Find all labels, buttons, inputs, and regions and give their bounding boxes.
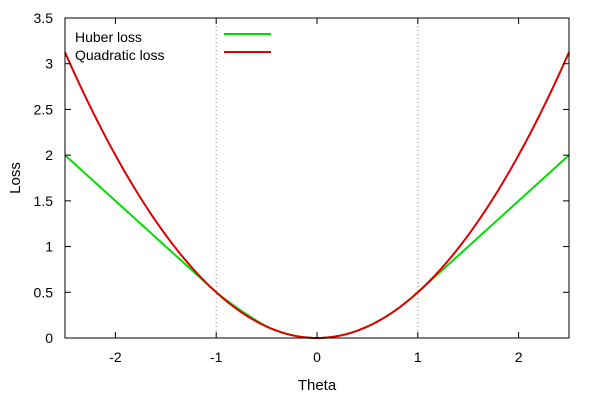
series-layer xyxy=(64,51,570,340)
y-tick-labels: 0 0.5 1 1.5 2 2.5 3 3.5 xyxy=(34,10,54,346)
x-tick-label: 2 xyxy=(515,349,523,365)
legend-label: Quadratic loss xyxy=(75,47,164,63)
y-tick-label: 2.5 xyxy=(34,101,54,117)
y-axis-title: Loss xyxy=(7,162,24,194)
y-tick-label: 3 xyxy=(45,56,53,72)
x-tick-labels: -2 -1 0 1 2 xyxy=(109,349,523,365)
series-line-huber-loss xyxy=(64,154,570,340)
x-tick-label: 0 xyxy=(313,349,321,365)
legend-label: Huber loss xyxy=(75,29,142,45)
y-tick-label: 1 xyxy=(45,239,53,255)
y-tick-label: 3.5 xyxy=(34,10,54,26)
legend: Huber loss Quadratic loss xyxy=(75,29,271,63)
x-axis-title: Theta xyxy=(298,377,337,394)
plot-frame xyxy=(64,17,570,339)
x-tick-label: -2 xyxy=(109,349,122,365)
reference-lines xyxy=(215,18,419,338)
y-tick-label: 0.5 xyxy=(34,284,54,300)
y-tick-label: 1.5 xyxy=(34,193,54,209)
series-line-quadratic-loss xyxy=(64,51,570,340)
y-tick-label: 0 xyxy=(45,330,53,346)
x-tick-label: 1 xyxy=(414,349,422,365)
y-tick-label: 2 xyxy=(45,147,53,163)
axis-ticks xyxy=(65,17,569,339)
x-tick-label: -1 xyxy=(210,349,223,365)
